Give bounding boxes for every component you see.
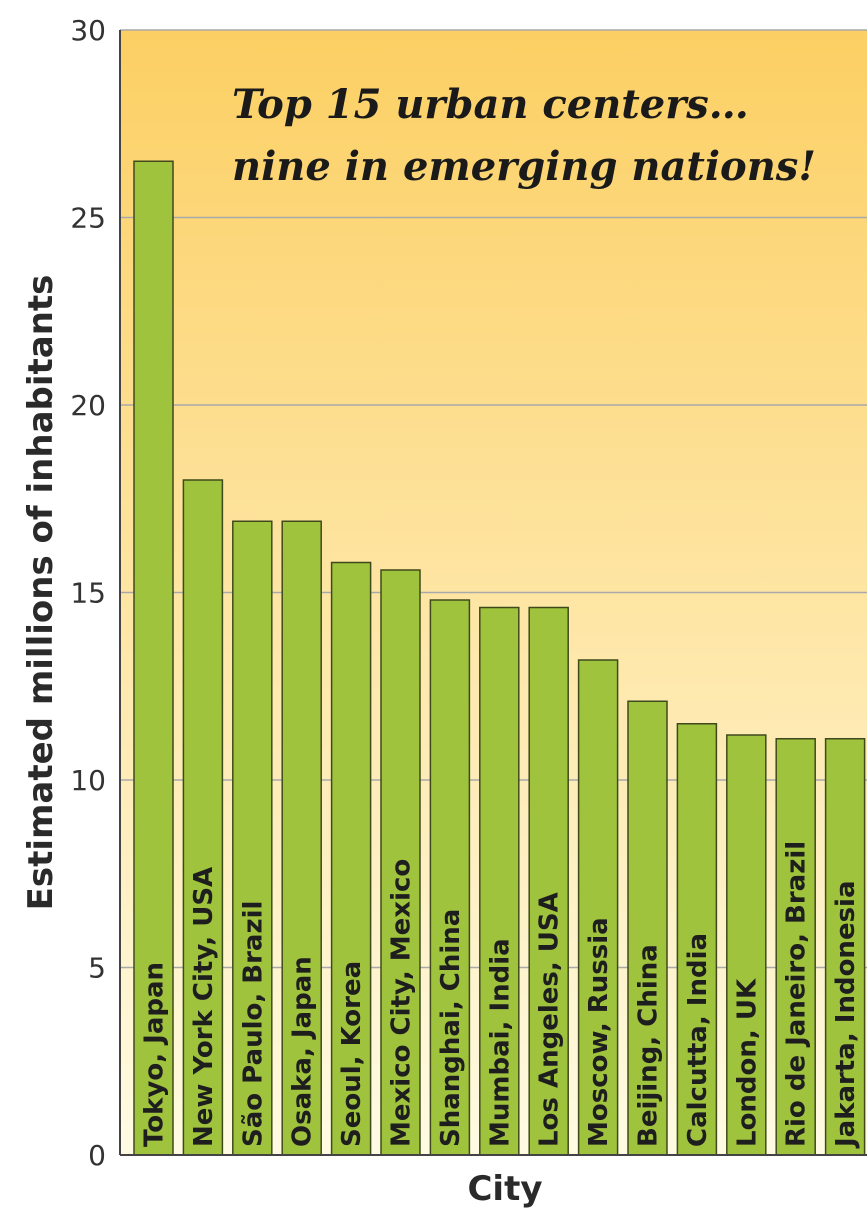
bar-category-label: Rio de Janeiro, Brazil <box>782 841 812 1147</box>
bar-category-label: Seoul, Korea <box>337 961 367 1147</box>
bar-category-label: Tokyo, Japan <box>140 962 170 1147</box>
bar-category-label: Mexico City, Mexico <box>387 859 417 1147</box>
bar <box>380 569 421 1156</box>
bar-category-label: Moscow, Russia <box>584 917 614 1147</box>
bar <box>232 520 273 1156</box>
bar-category-label: New York City, USA <box>189 867 219 1147</box>
bar-category-label: Beijing, China <box>634 944 664 1147</box>
bar-category-label: Jakarta, Indonesia <box>831 880 861 1149</box>
bar <box>133 160 174 1156</box>
bar <box>281 520 322 1156</box>
y-tick-label: 0 <box>88 1139 106 1172</box>
bar <box>824 738 866 1156</box>
axes <box>119 30 867 1156</box>
bar <box>676 723 718 1156</box>
y-tick-label: 30 <box>70 14 106 47</box>
bar <box>330 561 372 1156</box>
bar-category-label: Mumbai, India <box>485 938 515 1147</box>
bars: Tokyo, Japan New York City, USA São Paulo,… <box>133 160 866 1156</box>
y-tick-label: 10 <box>70 764 106 797</box>
y-tick-label: 25 <box>70 202 106 235</box>
y-axis-title: Estimated millions of inhabitants <box>21 275 61 911</box>
bar-category-label: Osaka, Japan <box>288 956 318 1147</box>
bar <box>479 606 520 1156</box>
bar <box>429 599 471 1156</box>
bar <box>577 659 619 1156</box>
bar-category-label: London, UK <box>732 978 762 1147</box>
bar <box>627 700 668 1156</box>
bar-category-label: São Paulo, Brazil <box>238 901 268 1147</box>
bar <box>182 479 224 1156</box>
bar <box>528 606 569 1156</box>
y-tick-label: 15 <box>70 577 106 610</box>
bar-category-label: Calcutta, India <box>683 933 713 1147</box>
annotation-line-2: nine in emerging nations! <box>232 143 816 190</box>
y-tick-labels: 0 5 10 15 20 25 30 <box>70 14 106 1172</box>
annotation-line-1: Top 15 urban centers… <box>232 81 749 128</box>
bar-category-label: Los Angeles, USA <box>535 892 565 1147</box>
x-axis-title: City <box>467 1169 542 1209</box>
bar <box>726 734 767 1156</box>
y-tick-label: 20 <box>70 389 106 422</box>
y-tick-label: 5 <box>88 952 106 985</box>
bar-category-label: Shanghai, China <box>436 909 466 1147</box>
